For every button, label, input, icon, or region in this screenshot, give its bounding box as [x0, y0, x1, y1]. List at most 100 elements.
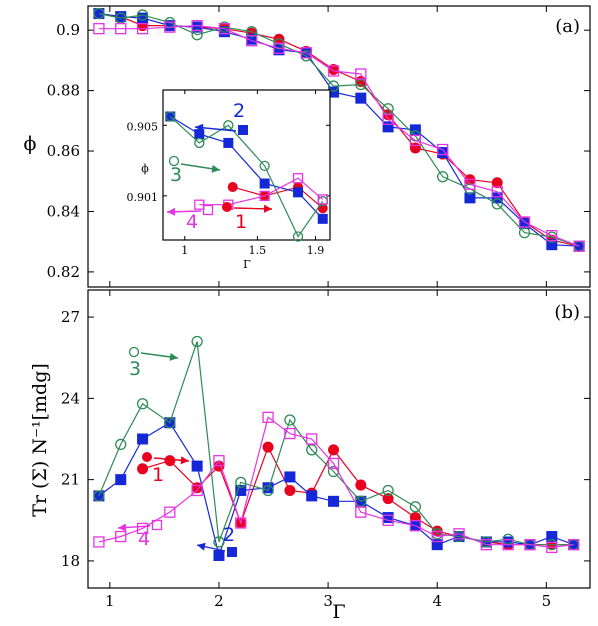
data-point-s4: [284, 427, 296, 440]
annotation-label-s4: 4: [138, 528, 150, 550]
data-point-s2: [191, 460, 203, 472]
annotation-label-s3: 3: [170, 164, 182, 186]
data-point-s3: [355, 495, 367, 507]
data-point-s3: [437, 171, 449, 183]
y-tick-label: 0.88: [47, 82, 80, 100]
data-point-s4: [115, 530, 127, 543]
y-tick-label: 0.905: [127, 120, 159, 133]
x-tick-label: 3: [323, 592, 333, 610]
inset-x-label: Γ: [243, 258, 251, 271]
data-point-s4: [567, 539, 580, 551]
data-point-s1: [164, 455, 176, 467]
data-point-s2: [293, 187, 304, 198]
data-point-s2: [284, 471, 296, 483]
x-tick-label: 1: [105, 592, 115, 610]
data-point-s3: [164, 417, 176, 429]
plot-frame: [87, 5, 591, 288]
data-point-s2: [317, 213, 328, 224]
annotation-label-s1: 1: [235, 211, 247, 233]
x-tick-label: 5: [542, 592, 552, 610]
data-point-s1: [382, 493, 394, 505]
data-point-s1: [491, 177, 503, 189]
data-point-s3: [115, 438, 127, 451]
data-point-s3: [306, 444, 318, 456]
data-point-s4: [453, 528, 465, 540]
data-point-s4: [409, 520, 422, 532]
data-point-s3: [136, 398, 149, 410]
data-point-s4: [502, 539, 514, 551]
data-point-s3: [246, 26, 258, 38]
data-point-s4: [93, 23, 105, 35]
data-point-s3: [284, 414, 296, 426]
annotation-label-s2: 2: [233, 100, 245, 122]
data-point-s1: [262, 441, 274, 453]
x-tick-label: 4: [432, 592, 442, 610]
series-line-s2: [98, 421, 574, 558]
data-point-s4: [235, 517, 247, 529]
annotation-marker-s2: [238, 125, 248, 135]
data-point-s3: [259, 160, 270, 172]
panel-a: 0.82 0.84 0.86 0.88 0.9 (a) ϕ: [24, 5, 591, 288]
series-line-s4: [199, 177, 324, 206]
data-point-s4: [355, 506, 367, 518]
data-point-s2: [328, 495, 340, 507]
inset-y-label: ϕ: [141, 162, 149, 175]
annotation-arrow-s1-head: [263, 204, 272, 213]
data-point-s4: [194, 199, 205, 210]
annotation-arrow-s1-head: [180, 456, 189, 465]
y-tick-label: 0.84: [47, 202, 80, 220]
data-point-s4: [273, 42, 285, 54]
data-point-s2: [213, 549, 225, 561]
annotation-marker-s3: [168, 155, 180, 167]
annotation-label-s3: 3: [129, 358, 141, 380]
data-point-s3: [235, 476, 247, 488]
data-point-s4: [262, 411, 274, 423]
data-point-s4: [164, 506, 176, 518]
annotation-arrow-s3-head: [169, 352, 178, 361]
data-point-s4: [491, 186, 503, 198]
data-point-s3: [165, 111, 176, 122]
data-point-s4: [546, 541, 558, 554]
data-point-s2: [262, 482, 274, 494]
data-point-s3: [191, 335, 203, 348]
y-axis-label-a: ϕ: [24, 133, 37, 155]
y-tick-label: 0.901: [127, 191, 159, 204]
data-point-s4: [355, 68, 367, 80]
data-point-s4: [306, 433, 318, 445]
data-point-s4: [300, 47, 312, 59]
data-point-s4: [218, 23, 231, 35]
data-point-s2: [355, 92, 367, 104]
y-tick-label: 18: [61, 552, 80, 570]
panel-label-a: (a): [555, 16, 580, 37]
data-point-s4: [327, 65, 340, 77]
data-point-s1: [227, 182, 238, 193]
y-tick-label: 0.86: [47, 142, 80, 160]
data-point-s4: [115, 23, 127, 35]
data-point-s4: [546, 229, 558, 242]
data-point-s3: [93, 490, 105, 502]
data-point-s4: [164, 21, 176, 33]
data-point-s3: [213, 536, 225, 548]
data-point-s4: [480, 539, 492, 551]
data-point-s1: [328, 444, 340, 456]
data-point-s3: [262, 484, 274, 497]
data-point-s4: [573, 240, 585, 252]
plot-frame: [87, 289, 591, 589]
series-line-s4: [98, 24, 580, 247]
data-point-s4: [136, 23, 149, 35]
data-point-s2: [259, 178, 270, 189]
data-point-s4: [431, 530, 443, 543]
data-point-s4: [246, 35, 258, 47]
data-point-s4: [382, 514, 394, 526]
x-tick-label: 1.5: [249, 244, 267, 257]
y-tick-label: 0.9: [56, 21, 80, 39]
annotation-marker-s1: [142, 452, 152, 462]
y-tick-label: 27: [61, 308, 80, 326]
data-point-s3: [136, 9, 149, 21]
x-axis-label-b: Γ: [332, 601, 345, 623]
data-point-s2: [546, 531, 558, 543]
x-tick-label: 1: [181, 244, 188, 257]
data-point-s2: [223, 137, 234, 148]
data-point-s1: [137, 463, 149, 475]
